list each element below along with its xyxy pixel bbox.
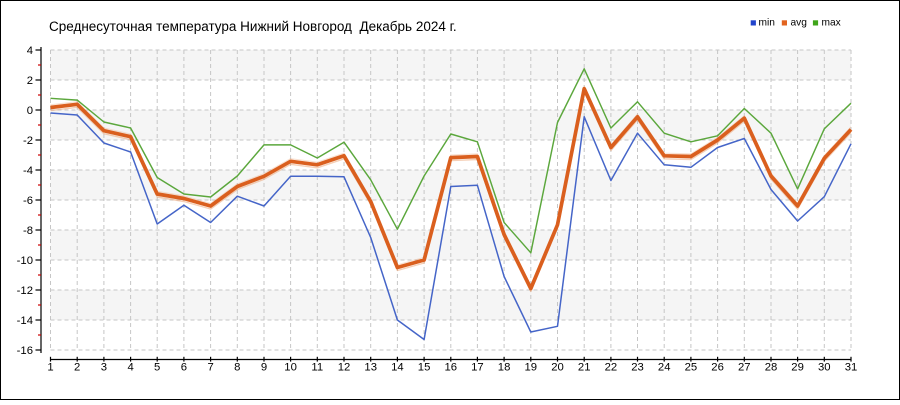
svg-text:30: 30	[818, 362, 831, 374]
svg-text:18: 18	[498, 362, 511, 374]
svg-text:-16: -16	[17, 345, 33, 357]
svg-text:6: 6	[181, 362, 187, 374]
svg-text:29: 29	[791, 362, 804, 374]
svg-text:21: 21	[578, 362, 591, 374]
svg-text:-4: -4	[23, 165, 33, 177]
svg-text:9: 9	[261, 362, 267, 374]
svg-text:-14: -14	[17, 315, 33, 327]
svg-text:1: 1	[47, 362, 53, 374]
svg-text:min: min	[759, 18, 775, 29]
svg-text:3: 3	[101, 362, 107, 374]
svg-text:27: 27	[738, 362, 751, 374]
svg-text:13: 13	[364, 362, 377, 374]
svg-text:28: 28	[765, 362, 778, 374]
svg-text:avg: avg	[791, 18, 808, 29]
svg-text:19: 19	[525, 362, 538, 374]
svg-text:5: 5	[154, 362, 160, 374]
svg-text:31: 31	[845, 362, 858, 374]
svg-text:10: 10	[284, 362, 297, 374]
svg-text:-12: -12	[17, 285, 33, 297]
svg-text:2: 2	[74, 362, 80, 374]
svg-text:max: max	[822, 18, 841, 29]
svg-text:22: 22	[605, 362, 618, 374]
svg-text:0: 0	[27, 105, 33, 117]
svg-text:8: 8	[234, 362, 240, 374]
svg-text:23: 23	[631, 362, 644, 374]
svg-text:-8: -8	[23, 225, 33, 237]
svg-text:Среднесуточная температура Ниж: Среднесуточная температура Нижний Новгор…	[49, 19, 457, 34]
svg-text:14: 14	[391, 362, 404, 374]
svg-text:24: 24	[658, 362, 671, 374]
svg-text:-6: -6	[23, 195, 33, 207]
svg-text:12: 12	[338, 362, 351, 374]
svg-text:17: 17	[471, 362, 484, 374]
svg-text:15: 15	[418, 362, 431, 374]
svg-text:26: 26	[711, 362, 724, 374]
svg-text:20: 20	[551, 362, 564, 374]
svg-text:16: 16	[445, 362, 458, 374]
svg-text:11: 11	[311, 362, 323, 374]
svg-text:2: 2	[27, 75, 33, 87]
svg-text:4: 4	[27, 45, 33, 57]
svg-text:-10: -10	[17, 255, 33, 267]
svg-text:4: 4	[127, 362, 133, 374]
svg-text:-2: -2	[23, 135, 33, 147]
svg-text:7: 7	[207, 362, 213, 374]
svg-text:25: 25	[685, 362, 698, 374]
